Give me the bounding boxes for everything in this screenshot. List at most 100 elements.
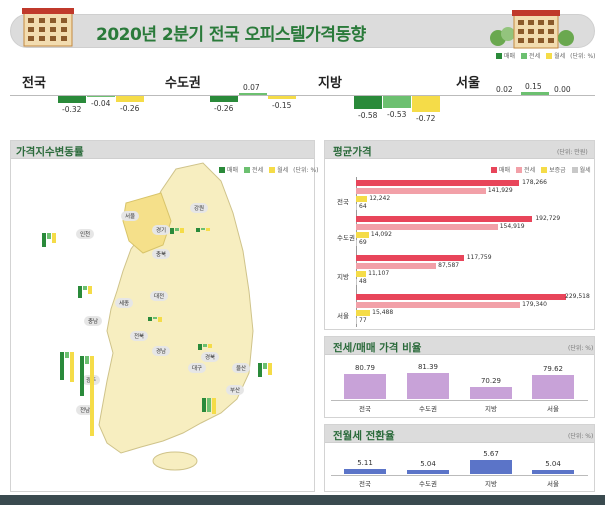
bar-보증금 xyxy=(356,310,371,316)
bar-conversion xyxy=(407,470,449,474)
data-label: 70.29 xyxy=(480,376,502,385)
region-title: 서울 xyxy=(456,76,480,91)
bar-전세 xyxy=(239,93,267,95)
bar-매매 xyxy=(356,180,520,186)
conversion-panel: 전월세 전환율 (단위: %) xyxy=(324,424,595,492)
data-label: 0.00 xyxy=(554,85,571,94)
map-city-label: 강원 xyxy=(190,203,209,213)
map-city-label: 충북 xyxy=(152,249,171,259)
mini-bar xyxy=(60,352,64,380)
data-label: -0.58 xyxy=(358,110,378,120)
legend-swatch-jeonse xyxy=(516,166,523,173)
region-title: 수도권 xyxy=(165,76,201,91)
data-label: 77 xyxy=(359,317,367,324)
legend-unit: (단위: %) xyxy=(570,53,596,60)
bar-매매 xyxy=(210,96,238,102)
bar-매매 xyxy=(356,216,533,222)
map-city-label: 경북 xyxy=(201,352,220,362)
data-label: 11,107 xyxy=(368,270,390,277)
legend-swatch-jeonse xyxy=(244,166,251,173)
map-city-label: 충남 xyxy=(84,316,103,326)
mini-bar xyxy=(88,286,92,294)
legend-label-jeonse: 전세 xyxy=(529,53,541,60)
bar-월세 xyxy=(356,318,357,324)
ratio-baseline xyxy=(331,400,588,401)
legend-label-sale: 매매 xyxy=(504,53,516,60)
legend-label-deposit: 보증금 xyxy=(549,167,566,174)
data-label: 5.04 xyxy=(420,460,436,469)
mini-bar xyxy=(258,363,262,377)
avg-price-panel-header xyxy=(325,141,594,159)
data-label: 229,518 xyxy=(565,293,590,300)
bottom-bar xyxy=(0,495,605,505)
map-city-label: 부산 xyxy=(226,385,245,395)
bar-conversion xyxy=(344,469,386,474)
map-city-label: 경기 xyxy=(152,225,171,235)
map-city-label: 전남 xyxy=(76,405,95,415)
data-label: 64 xyxy=(359,203,367,210)
index-map-panel-header xyxy=(11,141,314,159)
bar-전세 xyxy=(356,224,498,230)
conversion-panel-header xyxy=(325,425,594,443)
legend-swatch-monthly xyxy=(546,52,553,59)
avg-price-panel-title: 평균가격 xyxy=(333,146,372,158)
bar-ratio xyxy=(470,386,512,399)
data-label: 81.39 xyxy=(417,363,439,372)
bar-conversion xyxy=(532,470,574,474)
legend-swatch-sale xyxy=(491,166,497,173)
legend-swatch-monthly xyxy=(571,166,578,173)
data-label: 179,340 xyxy=(522,301,547,308)
legend-label-monthly: 월세 xyxy=(554,53,566,60)
mini-bar xyxy=(203,344,207,347)
bar-전세 xyxy=(356,188,486,194)
mini-bar xyxy=(158,317,162,322)
ratio-panel-header xyxy=(325,337,594,355)
bar-보증금 xyxy=(356,271,367,277)
mini-bar xyxy=(198,344,202,350)
mini-bar xyxy=(80,356,84,396)
data-label: 69 xyxy=(359,239,367,246)
legend-label-jeonse: 전세 xyxy=(252,167,264,174)
data-label: -0.15 xyxy=(272,101,292,111)
bar-월세 xyxy=(356,204,357,210)
price-axis xyxy=(356,177,357,327)
legend-label-monthly: 월세 xyxy=(579,167,591,174)
bar-conversion xyxy=(470,459,512,474)
category-label: 수도권 xyxy=(337,234,355,242)
bar-전세 xyxy=(521,91,549,95)
conversion-baseline xyxy=(331,475,588,476)
category-label: 지방 xyxy=(337,273,349,281)
top-legend: 매매 전세 월세 (단위: %) xyxy=(492,51,596,60)
legend-swatch-jeonse xyxy=(521,52,528,59)
data-label: 80.79 xyxy=(354,364,376,373)
map-city-label: 대구 xyxy=(188,363,207,373)
mini-bar xyxy=(170,228,174,234)
data-label: -0.04 xyxy=(91,98,111,108)
bar-전세 xyxy=(356,302,521,308)
legend-label-jeonse: 전세 xyxy=(524,167,536,174)
data-label: 5.11 xyxy=(357,459,373,468)
mini-bar xyxy=(208,344,212,348)
mini-bar xyxy=(85,356,89,364)
price-legend: 매매 전세 보증금 월세 xyxy=(487,165,591,174)
bar-전세 xyxy=(383,96,411,108)
legend-swatch-sale xyxy=(496,52,502,59)
ratio-panel-unit: (단위: %) xyxy=(568,345,594,352)
legend-swatch-sale xyxy=(219,166,225,173)
data-label: -0.32 xyxy=(62,105,82,115)
bar-매매 xyxy=(356,255,464,261)
map-city-label: 경남 xyxy=(152,346,171,356)
mini-bar xyxy=(148,317,152,321)
bar-매매 xyxy=(58,96,86,104)
index-map-panel: 가격지수변동률 매매 전세 월세 (단위: %) xyxy=(10,140,319,492)
data-label: 0.02 xyxy=(496,84,513,94)
index-map-panel-title: 가격지수변동률 xyxy=(16,146,84,158)
mini-bar xyxy=(47,233,51,239)
mini-bar xyxy=(83,286,87,290)
data-label: 178,266 xyxy=(522,179,547,186)
conversion-panel-title: 전월세 전환율 xyxy=(333,430,395,442)
mini-bar xyxy=(196,228,200,232)
bar-월세 xyxy=(268,96,296,100)
bar-매매 xyxy=(354,96,382,109)
data-label: 0.15 xyxy=(525,81,542,91)
